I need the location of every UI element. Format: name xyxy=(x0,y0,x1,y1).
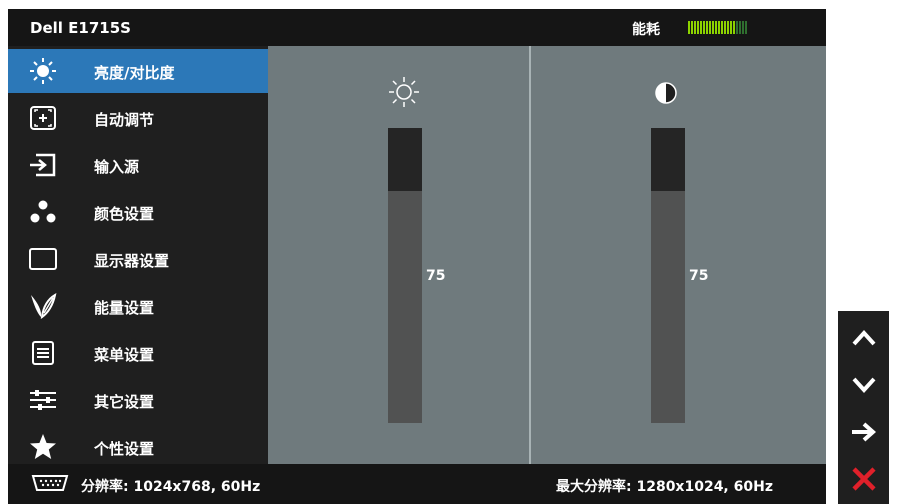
energy-meter-segment xyxy=(697,21,699,34)
other-settings-icon xyxy=(28,386,58,414)
menu-item-menu-settings[interactable]: 菜单设置 xyxy=(8,331,268,375)
menu-item-auto-adjust[interactable]: 自动调节 xyxy=(8,96,268,140)
energy-meter-segment xyxy=(703,21,705,34)
monitor-model-title: Dell E1715S xyxy=(30,19,131,37)
energy-meter-segment xyxy=(706,21,708,34)
arrow-right-icon xyxy=(851,422,876,442)
energy-meter-segment xyxy=(736,21,738,34)
brightness-slider[interactable] xyxy=(388,128,422,423)
energy-label: 能耗 xyxy=(632,22,660,38)
energy-meter-segment xyxy=(733,21,735,34)
menu-label-brightness-contrast: 亮度/对比度 xyxy=(94,64,175,82)
chevron-up-icon xyxy=(852,330,875,346)
osd-nav-buttons xyxy=(838,311,889,504)
energy-meter-segment xyxy=(700,21,702,34)
max-resolution: 最大分辨率: 1280x1024, 60Hz xyxy=(556,479,773,495)
sun-icon xyxy=(388,76,420,112)
energy-meter-segment xyxy=(718,21,720,34)
menu-settings-icon xyxy=(28,339,58,367)
contrast-icon xyxy=(653,80,679,110)
menu-label-color-settings: 颜色设置 xyxy=(94,205,155,223)
star-icon xyxy=(28,433,58,461)
menu-label-auto-adjust: 自动调节 xyxy=(94,111,155,129)
energy-meter-segment xyxy=(742,21,744,34)
auto-adjust-icon xyxy=(28,104,58,132)
menu-item-brightness-contrast[interactable]: 亮度/对比度 xyxy=(8,49,268,93)
energy-meter-segment xyxy=(694,21,696,34)
chevron-down-icon xyxy=(852,377,875,393)
osd-window: Dell E1715S 能耗 亮度/对比度 xyxy=(8,9,826,504)
energy-meter-segment xyxy=(688,21,690,34)
menu-label-energy-settings: 能量设置 xyxy=(94,299,155,317)
panel-divider xyxy=(529,46,531,464)
input-source-icon xyxy=(28,151,58,179)
menu-item-input-source[interactable]: 输入源 xyxy=(8,143,268,187)
current-resolution: 分辨率: 1024x768, 60Hz xyxy=(81,479,261,495)
brightness-value: 75 xyxy=(426,268,446,284)
brightness-slider-remaining xyxy=(388,128,422,191)
menu-label-other-settings: 其它设置 xyxy=(94,393,155,411)
menu-label-menu-settings: 菜单设置 xyxy=(94,346,155,364)
contrast-slider[interactable] xyxy=(651,128,685,423)
down-button[interactable] xyxy=(838,363,889,407)
energy-meter-segment xyxy=(730,21,732,34)
menu-item-display-settings[interactable]: 显示器设置 xyxy=(8,237,268,281)
energy-meter-segment xyxy=(724,21,726,34)
color-settings-icon xyxy=(28,198,58,226)
menu-label-personalize: 个性设置 xyxy=(94,440,155,458)
menu-item-color-settings[interactable]: 颜色设置 xyxy=(8,190,268,234)
close-icon xyxy=(851,467,876,491)
osd-header: Dell E1715S 能耗 xyxy=(8,9,826,46)
energy-meter-segment xyxy=(712,21,714,34)
contrast-slider-remaining xyxy=(651,128,685,191)
vga-port-icon xyxy=(28,473,72,497)
menu-item-other-settings[interactable]: 其它设置 xyxy=(8,378,268,422)
energy-meter-segment xyxy=(745,21,747,34)
brightness-icon xyxy=(28,57,58,85)
menu-label-input-source: 输入源 xyxy=(94,158,140,176)
exit-button[interactable] xyxy=(838,457,889,501)
energy-settings-icon xyxy=(28,292,58,320)
brightness-panel: 75 xyxy=(268,46,529,464)
display-settings-icon xyxy=(28,245,58,273)
menu-item-energy-settings[interactable]: 能量设置 xyxy=(8,284,268,328)
menu-item-personalize[interactable]: 个性设置 xyxy=(8,425,268,469)
menu-label-display-settings: 显示器设置 xyxy=(94,252,170,270)
energy-meter-segment xyxy=(739,21,741,34)
enter-button[interactable] xyxy=(838,410,889,454)
energy-meter-segment xyxy=(691,21,693,34)
energy-meter-segment xyxy=(721,21,723,34)
main-menu: 亮度/对比度 自动调节 输入源 xyxy=(8,46,268,464)
up-button[interactable] xyxy=(838,316,889,360)
energy-meter-segment xyxy=(715,21,717,34)
energy-meter xyxy=(688,21,747,34)
energy-meter-segment xyxy=(727,21,729,34)
energy-meter-segment xyxy=(709,21,711,34)
contrast-value: 75 xyxy=(689,268,709,284)
status-bar: 分辨率: 1024x768, 60Hz 最大分辨率: 1280x1024, 60… xyxy=(8,464,826,504)
contrast-panel: 75 xyxy=(531,46,826,464)
